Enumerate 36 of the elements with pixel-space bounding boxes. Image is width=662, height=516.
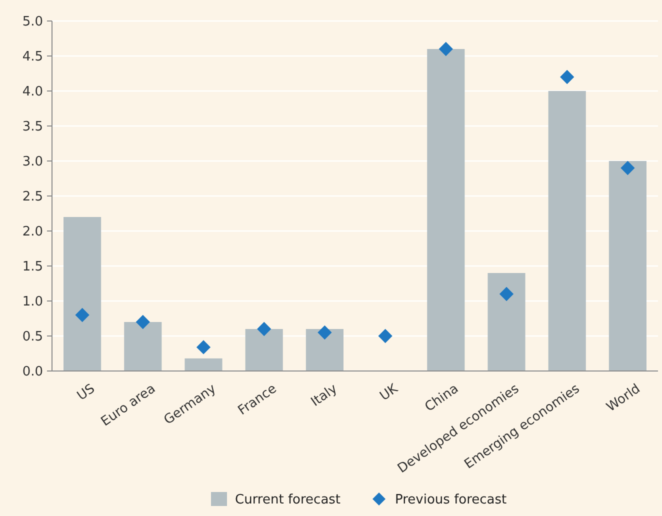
legend-label: Current forecast xyxy=(235,492,341,508)
x-tick-label: Italy xyxy=(308,381,340,410)
point xyxy=(378,328,392,344)
point xyxy=(438,42,453,56)
bar xyxy=(427,49,465,371)
bar xyxy=(548,91,586,371)
y-tick-label: 3.5 xyxy=(22,120,43,135)
y-tick-label: 3.0 xyxy=(22,154,43,170)
point xyxy=(196,340,211,354)
y-tick-label: 0.0 xyxy=(22,364,43,380)
point xyxy=(257,322,272,336)
point xyxy=(75,308,90,322)
y-tick-label: 5.0 xyxy=(22,14,43,30)
bar xyxy=(64,217,102,371)
y-tick-label: 2.5 xyxy=(22,190,43,205)
y-tick-label: 4.0 xyxy=(22,84,43,100)
point xyxy=(499,286,514,302)
y-tick-label: 4.5 xyxy=(22,50,43,65)
bar xyxy=(488,273,526,371)
bar xyxy=(608,161,646,371)
bar xyxy=(245,329,283,371)
y-tick-label: 0.5 xyxy=(22,330,43,345)
x-tick-label: UK xyxy=(377,381,402,404)
legend-label: Previous forecast xyxy=(395,492,507,508)
x-tick-label: US xyxy=(74,381,98,404)
point xyxy=(620,160,635,176)
y-tick-label: 2.0 xyxy=(22,224,43,240)
point xyxy=(560,70,574,84)
bar xyxy=(184,358,222,371)
bar xyxy=(306,329,344,371)
bar xyxy=(124,322,162,371)
y-tick-label: 1.5 xyxy=(22,260,43,275)
y-tick-label: 1.0 xyxy=(22,294,43,310)
x-tick-label: Euro area xyxy=(98,381,158,430)
point xyxy=(136,314,150,330)
point xyxy=(318,325,332,340)
